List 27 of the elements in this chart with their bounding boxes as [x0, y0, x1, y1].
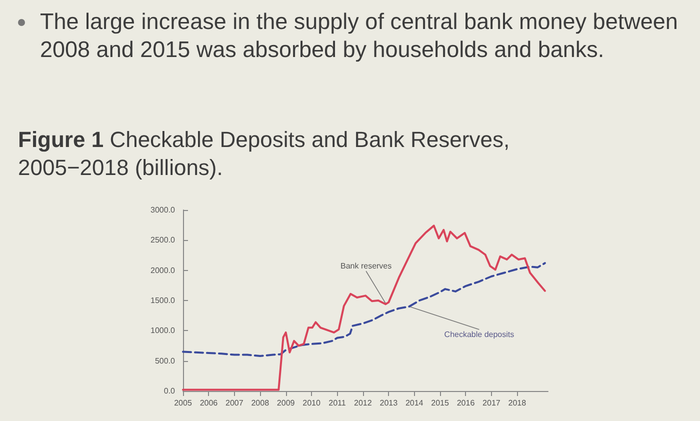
chart-title: Figure 1 Checkable Deposits and Bank Reserves, 2005−2018 (billions).: [18, 126, 511, 182]
x-tick-label: 2005: [174, 398, 192, 408]
annotation: Checkable deposits: [444, 330, 514, 340]
x-tick-label: 2006: [200, 398, 218, 408]
x-tick-label: 2018: [508, 398, 527, 408]
line-series: [182, 224, 546, 391]
y-tick-label: 500.0: [154, 356, 176, 366]
text: The large increase in the supply of central bank money between 2008 and 2015 was absorbed by households and banks.: [40, 8, 679, 64]
x-tick-label: 2015: [431, 398, 450, 408]
x-tick-label: 2009: [276, 398, 296, 408]
y-tick-label: 1500.0: [150, 296, 176, 305]
x-tick-label: 2014: [405, 398, 424, 408]
y-tick-label: 2500.0: [150, 236, 176, 245]
x-tick-label: 2007: [226, 398, 244, 408]
x-tick-label: 2012: [354, 398, 372, 408]
x-tick-label: 2011: [328, 398, 346, 408]
y-tick-label: 1000.0: [150, 326, 176, 336]
x-tick-label: 2016: [456, 398, 476, 408]
y-tick-label: 0.0: [164, 386, 176, 396]
line-series: [182, 262, 546, 358]
x-tick-label: 2008: [251, 398, 270, 408]
y-tick-label: 3000.0: [150, 206, 176, 214]
x-tick-label: 2010: [302, 398, 321, 408]
x-tick-label: 2017: [482, 398, 501, 408]
annotation: Bank reserves: [340, 262, 392, 271]
y-tick-label: 2000.0: [150, 266, 176, 275]
x-tick-label: 2013: [380, 398, 398, 408]
